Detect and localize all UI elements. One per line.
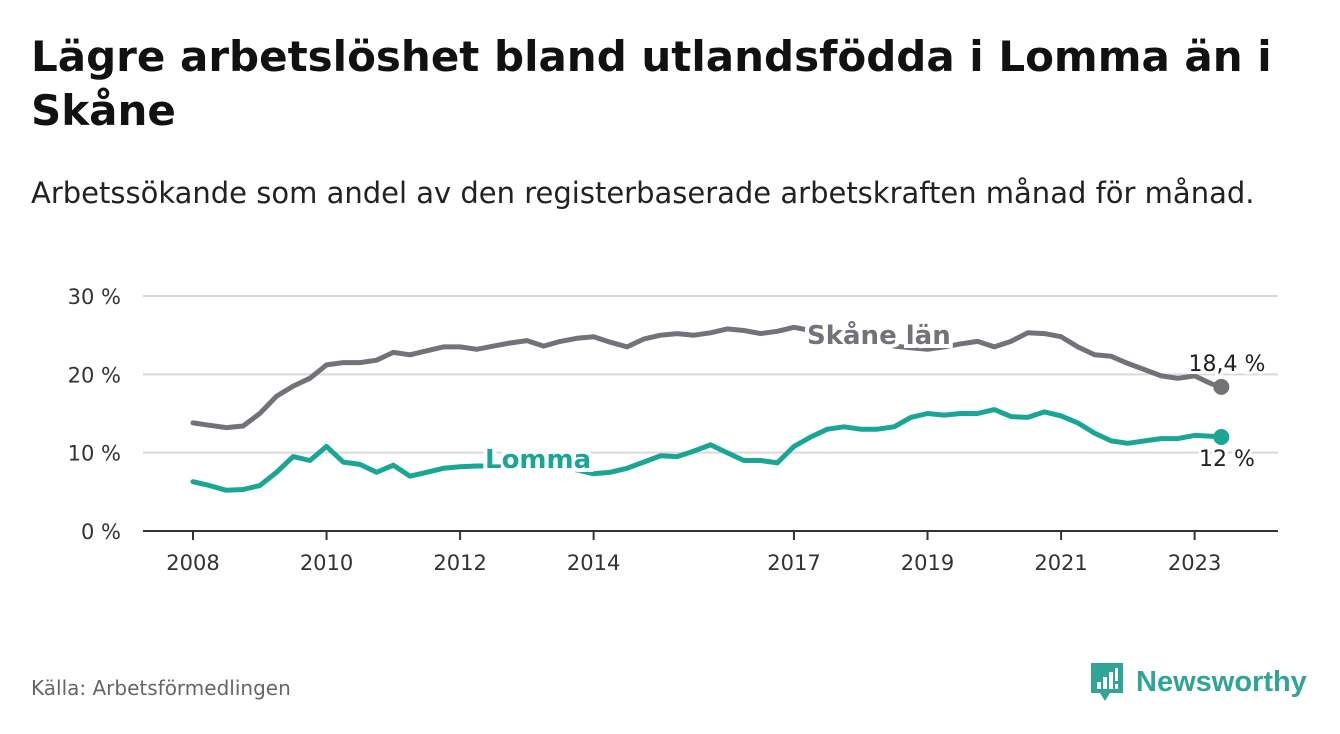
- x-tick-label: 2010: [300, 551, 353, 575]
- chart-subtitle: Arbetssökande som andel av den registerb…: [31, 176, 1255, 210]
- series-end-point: [1213, 378, 1230, 395]
- x-tick-label: 2023: [1168, 551, 1221, 575]
- y-tick-label: 10 %: [68, 442, 121, 466]
- x-tick-label: 2008: [166, 551, 219, 575]
- source-note: Källa: Arbetsförmedlingen: [31, 676, 291, 700]
- end-value-label-skane-lan: 18,4 %: [1189, 352, 1266, 377]
- series-label-lomma: Lomma: [485, 445, 591, 475]
- y-tick-label: 20 %: [68, 363, 121, 387]
- series-end-point: [1213, 429, 1230, 445]
- chart-title: Lägre arbetslöshet bland utlandsfödda i …: [31, 32, 1272, 135]
- series-line-lomma: [190, 407, 1224, 493]
- newsworthy-logo-icon: [1091, 663, 1123, 701]
- x-tick-label: 2017: [767, 551, 820, 575]
- brand-name: Newsworthy: [1136, 665, 1307, 698]
- x-tick-label: 2021: [1034, 551, 1087, 575]
- brand-logo[interactable]: Newsworthy: [1088, 660, 1307, 704]
- line-chart: 0 % 10 % 20 % 30 % 2008 2010 2012 2014 2017 2019 2…: [68, 285, 1278, 575]
- series-label-skane-lan: Skåne län: [807, 319, 951, 351]
- y-tick-label: 30 %: [68, 285, 121, 309]
- x-tick-label: 2012: [433, 551, 486, 575]
- series-line-skane-lan: [190, 324, 1224, 431]
- y-tick-label: 0 %: [81, 520, 121, 544]
- end-value-label-lomma: 12 %: [1199, 447, 1255, 472]
- x-tick-label: 2014: [567, 551, 620, 575]
- x-tick-label: 2019: [901, 551, 954, 575]
